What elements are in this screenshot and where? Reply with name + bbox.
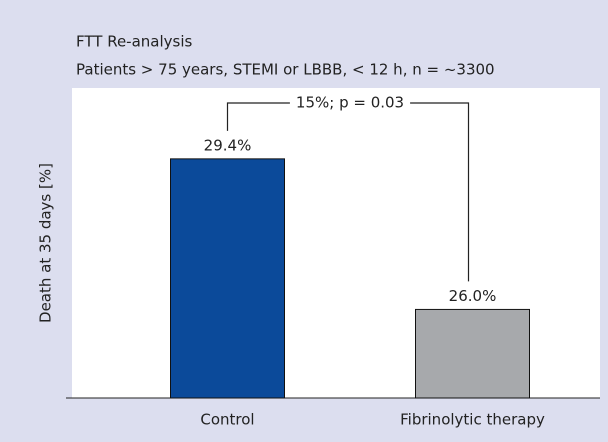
- chart-title: FTT Re-analysis: [76, 33, 193, 51]
- value-label: 26.0%: [449, 287, 497, 305]
- value-label: 29.4%: [204, 136, 252, 154]
- bar: [170, 158, 285, 399]
- annotation: 15%; p = 0.03: [296, 94, 404, 112]
- y-axis-label: Death at 35 days [%]: [37, 163, 55, 323]
- annotation-bracket: [226, 102, 290, 131]
- x-tick-label: Control: [200, 411, 254, 429]
- annotation-bracket: [410, 102, 470, 282]
- x-tick-label: Fibrinolytic therapy: [400, 411, 545, 429]
- bar: [415, 308, 530, 399]
- chart-subtitle: Patients > 75 years, STEMI or LBBB, < 12…: [76, 61, 495, 79]
